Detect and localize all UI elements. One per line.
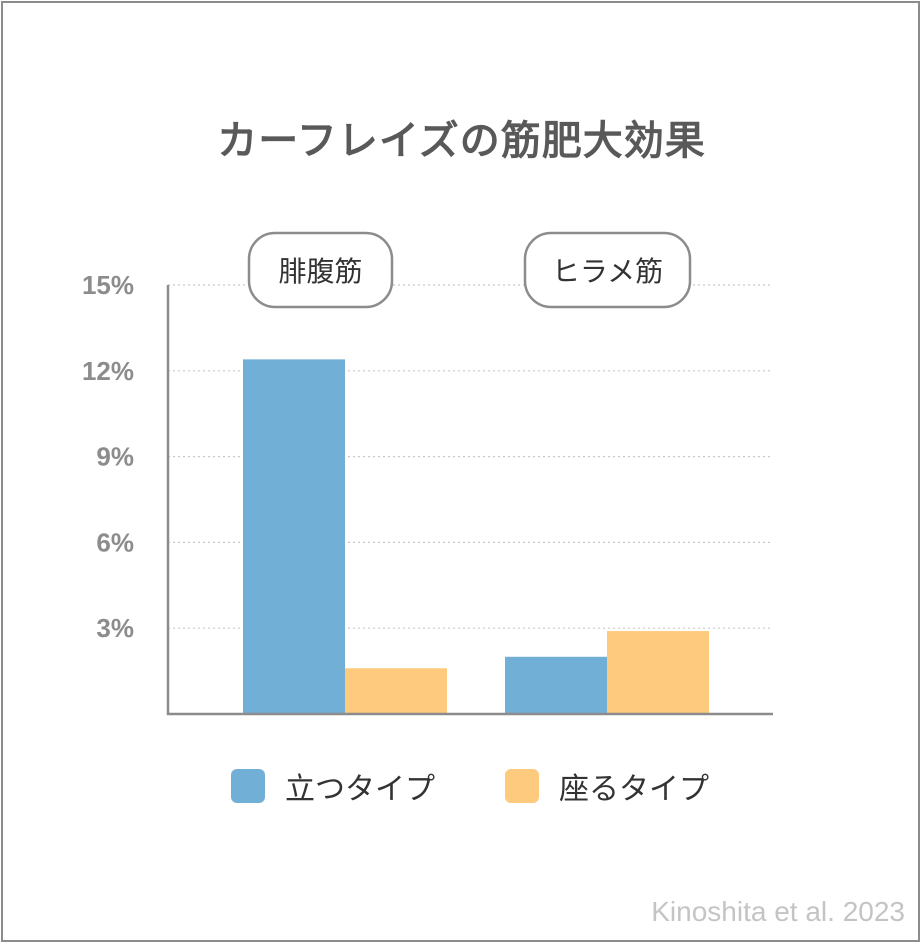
y-tick-label: 3% [96, 613, 134, 643]
category-label: ヒラメ筋 [552, 255, 663, 288]
legend-label-standing: 立つタイプ [285, 772, 435, 807]
bar-seated-0 [345, 668, 447, 714]
legend-label-seated: 座るタイプ [559, 772, 709, 807]
bar-standing-0 [243, 359, 345, 714]
axes [166, 285, 773, 716]
category-label-box [247, 231, 394, 309]
legend-swatch-standing [231, 769, 265, 803]
legend-item-standing: 立つタイプ [231, 766, 435, 807]
category-label-box [523, 231, 692, 309]
y-tick-labels: 3% 6% 9% 12% 15% [82, 270, 134, 643]
y-tick-label: 9% [96, 442, 134, 472]
legend-item-seated: 座るタイプ [505, 766, 709, 807]
y-tick-label: 12% [82, 356, 134, 386]
y-tick-label: 15% [82, 270, 134, 300]
source-citation: Kinoshita et al. 2023 [651, 896, 905, 927]
y-tick-label: 6% [96, 527, 134, 557]
legend: 立つタイプ 座るタイプ [0, 766, 923, 807]
category-labels: 腓腹筋 ヒラメ筋 [247, 231, 692, 309]
bar-standing-1 [505, 656, 607, 714]
chart-title: カーフレイズの筋肥大効果 [217, 118, 706, 164]
bars [243, 359, 709, 714]
legend-swatch-seated [505, 769, 539, 803]
category-label: 腓腹筋 [278, 255, 362, 288]
bar-seated-1 [607, 631, 709, 714]
